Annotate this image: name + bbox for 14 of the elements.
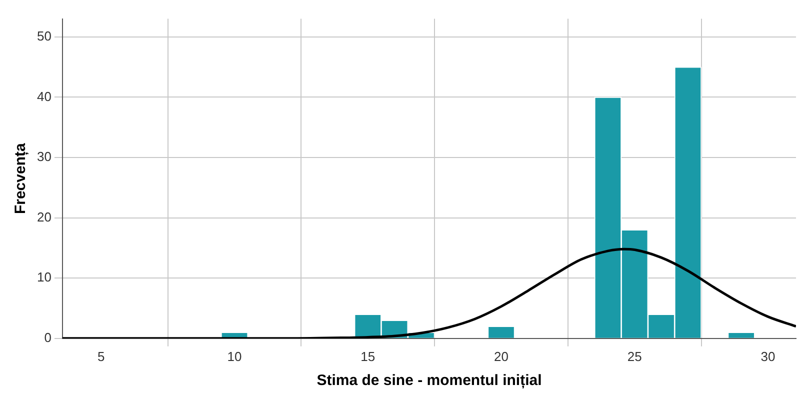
x-tick-label: 25 — [627, 348, 642, 364]
y-tick-label: 20 — [36, 209, 52, 224]
y-tick-label: 40 — [36, 88, 52, 104]
y-tick-label: 10 — [36, 270, 52, 285]
y-tick-label: 0 — [44, 330, 52, 345]
x-tick-label: 10 — [227, 348, 242, 364]
y-tick-label: 30 — [36, 149, 52, 164]
x-tick-label: 5 — [98, 348, 105, 364]
x-tick-label: 20 — [494, 348, 508, 364]
x-tick-label: 30 — [760, 348, 776, 364]
x-axis-title: Stima de sine - momentul inițial — [316, 372, 542, 390]
y-tick-label: 50 — [36, 28, 52, 44]
x-tick-label: 15 — [360, 348, 376, 364]
y-axis-title: Frecvența — [12, 142, 30, 214]
